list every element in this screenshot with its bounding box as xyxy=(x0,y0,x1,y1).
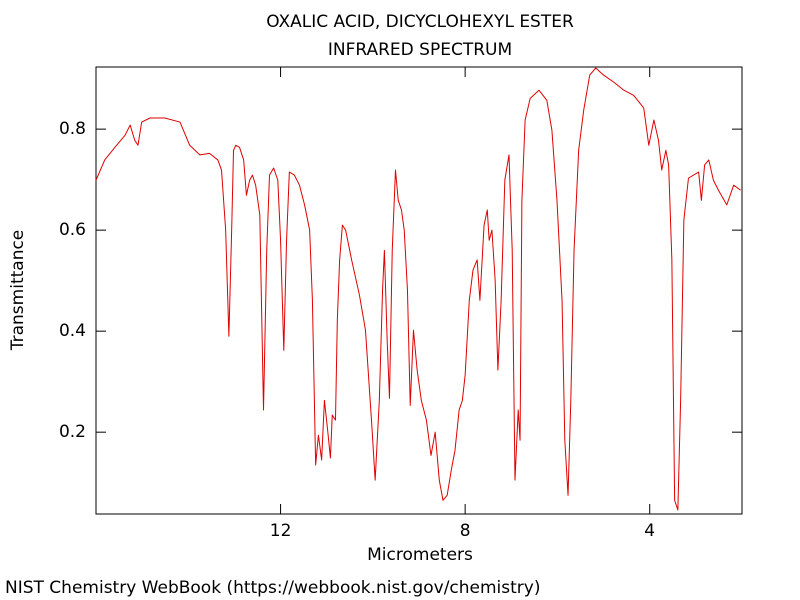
y-axis-label: Transmittance xyxy=(8,230,28,352)
y-tick-label: 0.8 xyxy=(59,119,86,139)
y-tick-label: 0.4 xyxy=(59,321,86,341)
source-note: NIST Chemistry WebBook (https://webbook.… xyxy=(5,578,540,598)
plot-frame xyxy=(95,66,743,515)
x-tick-label: 4 xyxy=(644,521,655,541)
spectrum-line xyxy=(95,67,741,511)
chart-subtitle: INFRARED SPECTRUM xyxy=(328,40,512,60)
y-tick-label: 0.6 xyxy=(59,220,86,240)
x-tick-label: 8 xyxy=(460,521,471,541)
y-tick-label: 0.2 xyxy=(59,422,86,442)
x-axis-label: Micrometers xyxy=(367,545,473,565)
chart-title: OXALIC ACID, DICYCLOHEXYL ESTER xyxy=(266,12,574,32)
x-tick-label: 12 xyxy=(270,521,292,541)
